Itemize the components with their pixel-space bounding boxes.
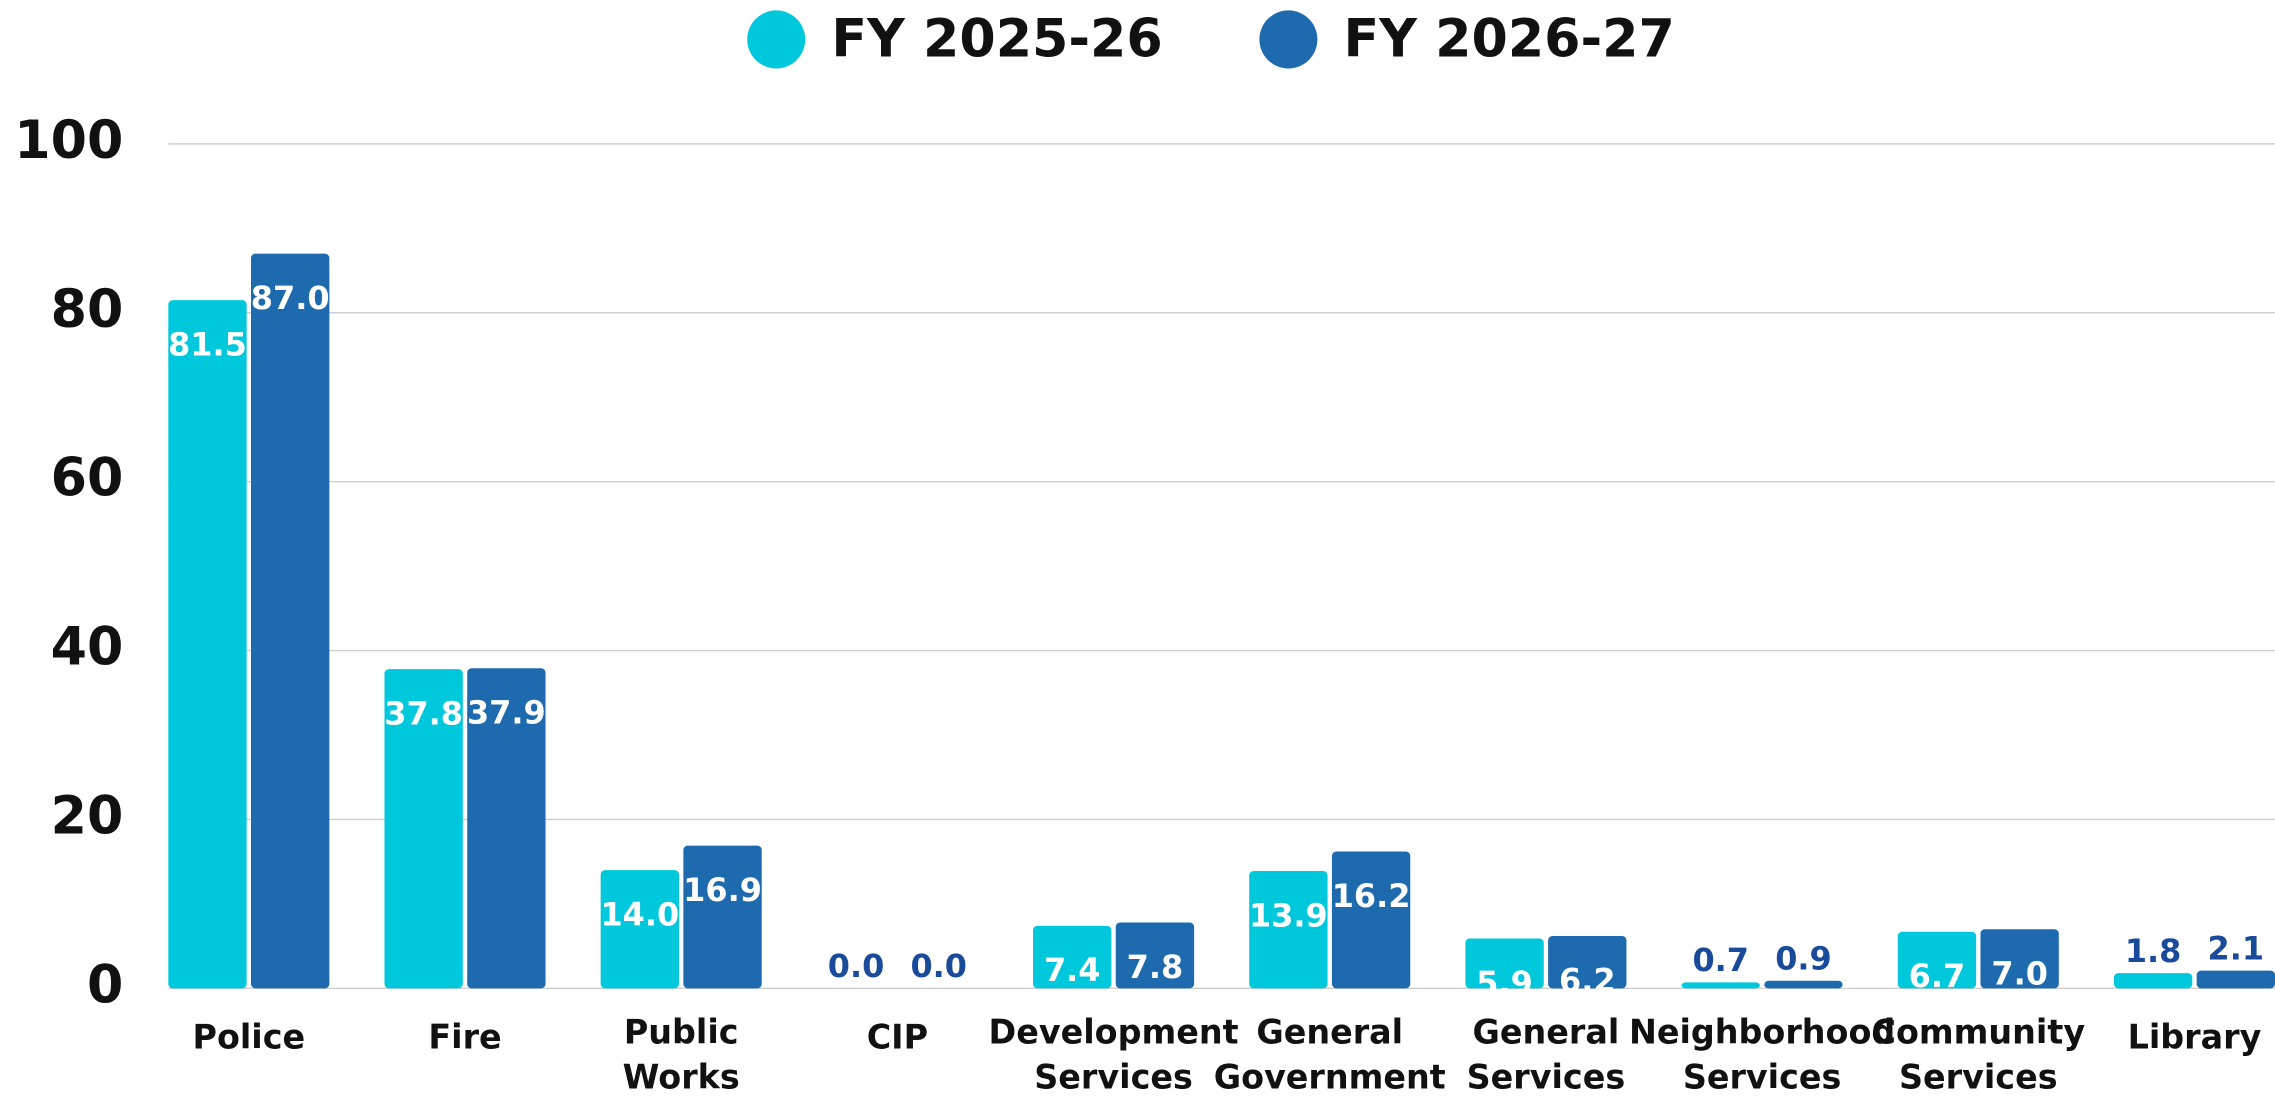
value-label: 16.2: [1332, 877, 1411, 915]
x-tick-label-line: Services: [1683, 1057, 1842, 1096]
x-tick-label: Neighborhood Services: [1629, 1012, 1895, 1096]
value-label: 14.0: [600, 896, 679, 934]
value-label: 7.0: [1991, 955, 2048, 993]
value-label: 37.8: [384, 695, 463, 733]
bar: [683, 845, 762, 989]
legend-swatch: [1259, 10, 1318, 69]
y-tick-label: 20: [51, 786, 124, 846]
value-label: 5.9: [1476, 964, 1533, 1002]
bar: [600, 870, 680, 989]
value-label: 1.8: [2125, 932, 2182, 970]
bar: [2113, 973, 2193, 989]
x-tick-label-line: Public: [624, 1012, 739, 1051]
y-tick-label: 40: [51, 618, 124, 678]
value-label: 13.9: [1249, 896, 1328, 934]
value-label: 37.9: [467, 694, 546, 732]
x-tick-label: Community Services: [1872, 1012, 2086, 1096]
x-tick-label: Library: [2128, 1018, 2262, 1057]
bar: [1897, 931, 1977, 989]
bar: [1331, 851, 1411, 989]
x-tick-label-line: Neighborhood: [1629, 1012, 1895, 1051]
bar: [1465, 938, 1544, 989]
y-tick-label: 100: [14, 111, 123, 171]
bar: [1115, 922, 1195, 989]
x-tick-label: General Government: [1214, 1012, 1446, 1096]
value-label: 0.9: [1775, 939, 1832, 977]
x-tick-label: Public Works: [623, 1012, 740, 1096]
x-tick-label-line: Government: [1214, 1057, 1446, 1096]
value-label: 0.0: [828, 947, 885, 985]
x-tick-label-line: General: [1256, 1012, 1403, 1051]
y-tick-label: 80: [51, 280, 124, 340]
x-tick-label-line: Services: [1467, 1057, 1626, 1096]
x-tick-label: General Services: [1467, 1012, 1626, 1096]
legend-swatch: [747, 10, 806, 69]
x-tick-label-line: Services: [1034, 1057, 1193, 1096]
value-label: 6.7: [1909, 957, 1966, 995]
bar: [168, 300, 247, 989]
value-label: 16.9: [683, 871, 762, 909]
x-tick-label: CIP: [867, 1018, 928, 1057]
bar: [1681, 982, 1760, 989]
value-label: 0.0: [910, 947, 967, 985]
bar: [467, 668, 546, 989]
x-tick-label: Development Services: [989, 1012, 1239, 1096]
x-tick-label: Police: [193, 1018, 306, 1057]
legend-label: FY 2025-26: [831, 9, 1162, 69]
x-tick-label-line: General: [1473, 1012, 1620, 1051]
bar: [384, 669, 463, 989]
x-tick-label-line: Community: [1872, 1012, 2086, 1051]
y-tick-label: 60: [51, 449, 124, 509]
value-label: 81.5: [168, 326, 247, 364]
x-tick-label-line: Works: [623, 1057, 740, 1096]
value-label: 7.8: [1127, 948, 1184, 986]
x-tick-label-line: Development: [989, 1012, 1239, 1051]
value-label: 7.4: [1044, 951, 1101, 989]
legend-label: FY 2026-27: [1344, 9, 1675, 69]
bar: [1980, 929, 2059, 989]
bar: [2196, 970, 2275, 989]
bar: [1033, 925, 1112, 989]
x-tick-label-line: Services: [1899, 1057, 2058, 1096]
value-label: 87.0: [251, 279, 330, 317]
bar: [1548, 935, 1627, 989]
bar: [251, 253, 330, 989]
value-label: 6.2: [1559, 961, 1616, 999]
value-label: 2.1: [2208, 929, 2265, 967]
bar: [1249, 870, 1328, 989]
y-tick-label: 0: [87, 955, 123, 1015]
bar: [1764, 980, 1843, 989]
value-label: 0.7: [1692, 941, 1749, 979]
x-tick-label: Fire: [428, 1018, 501, 1057]
